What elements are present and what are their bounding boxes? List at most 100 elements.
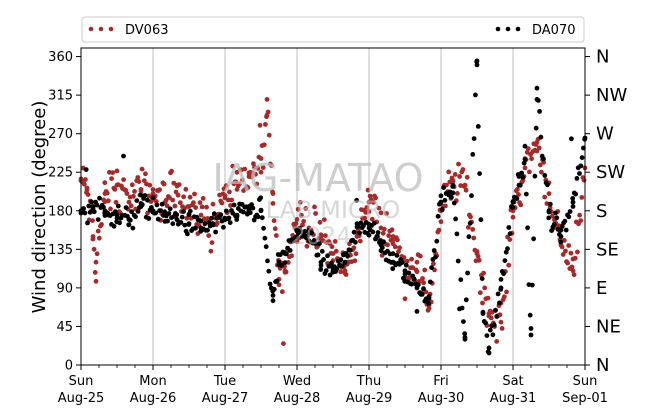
data-point (506, 225, 512, 230)
data-point (89, 199, 94, 205)
data-point (354, 234, 360, 239)
data-point (431, 248, 437, 253)
data-point (221, 224, 226, 230)
data-point (455, 258, 461, 264)
data-point (208, 248, 214, 254)
data-point (126, 199, 132, 205)
data-point (426, 306, 432, 311)
data-point (431, 261, 436, 267)
data-point (295, 206, 301, 212)
data-point (205, 216, 211, 221)
data-point (135, 175, 141, 180)
data-point (486, 345, 492, 351)
compass-tick-label: N (596, 47, 609, 68)
data-point (258, 156, 264, 161)
data-point (427, 279, 433, 285)
data-point (91, 209, 97, 215)
data-point (109, 176, 114, 182)
data-point (474, 251, 480, 256)
data-point (334, 266, 340, 272)
data-point (462, 331, 468, 337)
data-point (321, 217, 327, 223)
data-point (554, 215, 560, 221)
data-point (490, 332, 496, 338)
data-point (498, 285, 504, 291)
data-point (456, 161, 461, 167)
data-point (111, 223, 117, 229)
data-point (450, 182, 456, 188)
data-point (174, 217, 180, 222)
data-point (577, 171, 582, 176)
data-point (462, 336, 468, 342)
data-point (546, 208, 552, 214)
data-point (563, 227, 569, 233)
data-point (471, 235, 477, 241)
data-point (450, 190, 456, 196)
legend-label-dv063: DV063 (125, 23, 169, 38)
data-point (86, 203, 92, 209)
data-point (250, 205, 256, 211)
data-point (477, 171, 482, 177)
data-point (258, 208, 264, 214)
data-point (222, 195, 228, 201)
data-point (390, 266, 396, 272)
data-point (240, 177, 245, 183)
data-point (95, 228, 101, 234)
data-point (298, 229, 304, 235)
data-point (572, 255, 578, 261)
data-point (527, 169, 532, 175)
data-point (338, 269, 344, 275)
data-point (499, 326, 505, 331)
data-point (502, 258, 508, 263)
data-point (390, 259, 396, 265)
data-point (390, 251, 396, 256)
data-point (266, 132, 272, 138)
x-tick-date-label: Aug-30 (418, 391, 465, 406)
data-point (234, 187, 240, 192)
data-point (192, 191, 197, 197)
data-point (90, 204, 96, 209)
data-point (575, 249, 580, 255)
data-point (339, 263, 345, 269)
data-point (229, 197, 235, 203)
data-point (414, 285, 420, 291)
data-point (539, 169, 544, 175)
data-point (241, 209, 246, 215)
data-point (553, 210, 558, 216)
data-point (357, 230, 362, 236)
data-point (270, 201, 276, 206)
data-point (330, 251, 336, 256)
data-point (434, 238, 440, 244)
data-point (465, 225, 471, 230)
x-tick-day-label: Tue (213, 374, 236, 389)
data-point (228, 203, 233, 208)
data-point (534, 139, 540, 145)
data-point (366, 232, 372, 238)
data-point (90, 234, 96, 239)
data-point (373, 195, 378, 201)
data-point (563, 248, 568, 254)
data-point (474, 62, 480, 68)
data-point (549, 228, 554, 234)
data-point (145, 197, 150, 203)
data-point (483, 320, 488, 326)
data-point (487, 327, 493, 333)
data-point (351, 245, 357, 251)
watermark-line1: IAG-MATAO (212, 156, 423, 200)
data-point (183, 186, 189, 192)
data-point (323, 233, 328, 239)
data-point (537, 162, 543, 168)
data-point (181, 209, 186, 214)
data-point (276, 259, 282, 265)
data-point (97, 195, 102, 201)
data-point (342, 268, 348, 274)
data-point (541, 160, 546, 165)
data-point (165, 218, 171, 224)
data-point (474, 58, 480, 64)
data-point (404, 258, 410, 264)
data-point (84, 187, 90, 192)
data-point (329, 260, 334, 266)
data-point (131, 193, 136, 199)
x-tick-date-label: Aug-29 (346, 391, 393, 406)
data-point (330, 268, 336, 274)
